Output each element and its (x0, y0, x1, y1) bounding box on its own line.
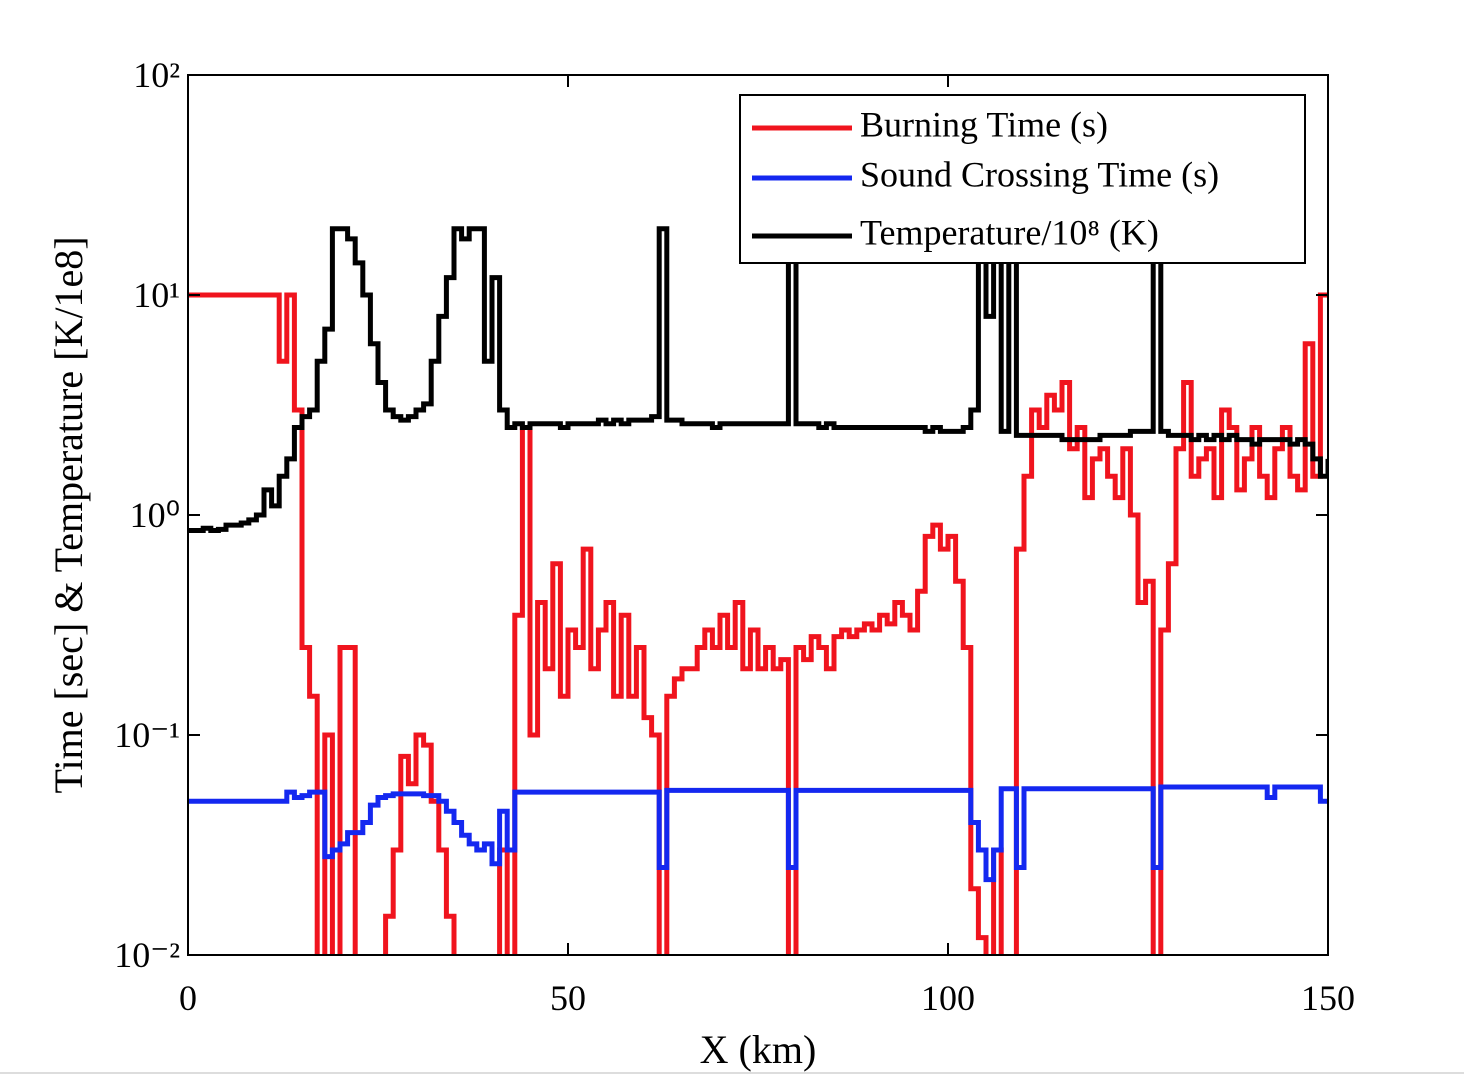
x-tick-label: 100 (921, 978, 975, 1018)
plot-lines (188, 226, 1328, 955)
y-axis-label: Time [sec] & Temperature [K/1e8] (46, 236, 91, 793)
x-tick-label: 50 (550, 978, 586, 1018)
y-tick-label: 10¹ (133, 275, 180, 315)
x-axis-label: X (km) (700, 1027, 817, 1072)
y-tick-label: 10⁰ (130, 495, 180, 535)
series-line (188, 784, 1328, 883)
y-tick-label: 10⁻¹ (114, 715, 180, 755)
series-line (188, 226, 1328, 534)
y-tick-label: 10⁻² (114, 935, 180, 975)
x-tick-label: 150 (1301, 978, 1355, 1018)
legend-label: Sound Crossing Time (s) (860, 154, 1219, 194)
x-tick-label: 0 (179, 978, 197, 1018)
legend-label: Burning Time (s) (860, 104, 1108, 144)
legend-label: Temperature/10⁸ (K) (860, 212, 1159, 252)
y-tick-label: 10² (133, 55, 180, 95)
